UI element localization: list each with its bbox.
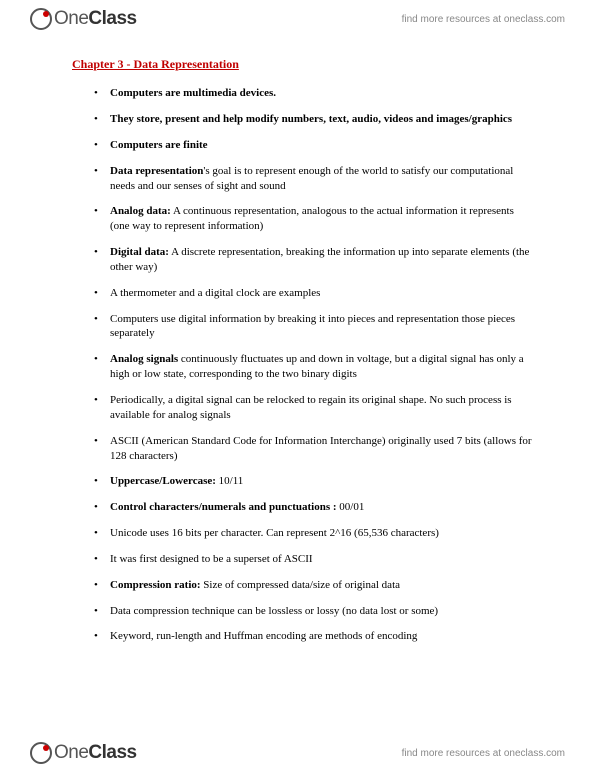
bullet-item: Data representation's goal is to represe… bbox=[110, 164, 540, 194]
bullet-item: Uppercase/Lowercase: 10/11 bbox=[110, 474, 540, 489]
logo-icon bbox=[30, 742, 52, 764]
bullet-text: Data representation bbox=[110, 165, 203, 177]
bullet-text: Periodically, a digital signal can be re… bbox=[110, 394, 512, 421]
bullet-item: Digital data: A discrete representation,… bbox=[110, 245, 540, 275]
document-content: Chapter 3 - Data Representation Computer… bbox=[72, 56, 540, 722]
bullet-text: Analog data: bbox=[110, 205, 171, 217]
bullet-text: Size of compressed data/size of original… bbox=[201, 579, 400, 591]
bullet-text: Computers are multimedia devices. bbox=[110, 87, 276, 99]
bullet-item: Analog data: A continuous representation… bbox=[110, 204, 540, 234]
bullet-text: ASCII (American Standard Code for Inform… bbox=[110, 435, 532, 462]
logo-icon bbox=[30, 8, 52, 30]
header-tagline: find more resources at oneclass.com bbox=[402, 14, 565, 25]
bullet-text: It was first designed to be a superset o… bbox=[110, 553, 313, 565]
bullet-item: Computers are finite bbox=[110, 138, 540, 153]
bullet-text: They store, present and help modify numb… bbox=[110, 113, 512, 125]
bullet-item: Control characters/numerals and punctuat… bbox=[110, 500, 540, 515]
brand-logo: OneClass bbox=[30, 8, 137, 30]
brand-name-part1: One bbox=[54, 742, 88, 763]
bullet-item: Computers are multimedia devices. bbox=[110, 86, 540, 101]
brand-name-part2: Class bbox=[88, 8, 136, 29]
bullet-text: A continuous representation, analogous t… bbox=[110, 205, 514, 232]
page-header: OneClass find more resources at oneclass… bbox=[0, 0, 595, 36]
bullet-item: Analog signals continuously fluctuates u… bbox=[110, 352, 540, 382]
bullet-text: Computers use digital information by bre… bbox=[110, 313, 515, 340]
page-footer: OneClass find more resources at oneclass… bbox=[0, 734, 595, 770]
bullet-text: Digital data: bbox=[110, 246, 169, 258]
bullet-item: A thermometer and a digital clock are ex… bbox=[110, 286, 540, 301]
bullet-text: A thermometer and a digital clock are ex… bbox=[110, 287, 320, 299]
bullet-text: Data compression technique can be lossle… bbox=[110, 605, 438, 617]
bullet-text: Computers are finite bbox=[110, 139, 208, 151]
footer-tagline: find more resources at oneclass.com bbox=[402, 748, 565, 759]
bullet-item: Periodically, a digital signal can be re… bbox=[110, 393, 540, 423]
bullet-item: Unicode uses 16 bits per character. Can … bbox=[110, 526, 540, 541]
bullet-list: Computers are multimedia devices. They st… bbox=[72, 86, 540, 644]
bullet-item: ASCII (American Standard Code for Inform… bbox=[110, 434, 540, 464]
brand-logo-footer: OneClass bbox=[30, 742, 137, 764]
brand-name-part1: One bbox=[54, 8, 88, 29]
bullet-item: It was first designed to be a superset o… bbox=[110, 552, 540, 567]
bullet-item: Keyword, run-length and Huffman encoding… bbox=[110, 629, 540, 644]
bullet-item: Computers use digital information by bre… bbox=[110, 312, 540, 342]
bullet-text: Uppercase/Lowercase: bbox=[110, 475, 216, 487]
chapter-title: Chapter 3 - Data Representation bbox=[72, 56, 540, 72]
bullet-text: Compression ratio: bbox=[110, 579, 201, 591]
brand-name-footer: OneClass bbox=[54, 742, 137, 764]
bullet-text: Analog signals bbox=[110, 353, 178, 365]
bullet-text: 10/11 bbox=[216, 475, 243, 487]
bullet-text: Keyword, run-length and Huffman encoding… bbox=[110, 630, 417, 642]
bullet-text: 00/01 bbox=[337, 501, 365, 513]
bullet-text: A discrete representation, breaking the … bbox=[110, 246, 529, 273]
brand-name-part2: Class bbox=[88, 742, 136, 763]
bullet-text: Unicode uses 16 bits per character. Can … bbox=[110, 527, 439, 539]
bullet-item: Data compression technique can be lossle… bbox=[110, 604, 540, 619]
bullet-item: They store, present and help modify numb… bbox=[110, 112, 540, 127]
bullet-text: Control characters/numerals and punctuat… bbox=[110, 501, 337, 513]
bullet-item: Compression ratio: Size of compressed da… bbox=[110, 578, 540, 593]
brand-name: OneClass bbox=[54, 8, 137, 30]
